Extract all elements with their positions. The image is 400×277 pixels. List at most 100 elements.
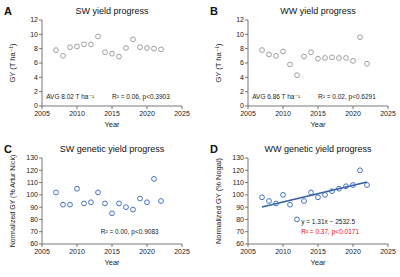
point <box>54 48 59 53</box>
x-tick <box>318 244 319 247</box>
y-tick <box>39 244 42 245</box>
y-tick <box>39 63 42 64</box>
point <box>323 192 328 197</box>
panel-label: A <box>4 5 12 17</box>
y-tick <box>245 34 248 35</box>
x-tick-label: 2010 <box>275 110 291 117</box>
y-tick <box>245 48 248 49</box>
y-tick <box>245 91 248 92</box>
panel-label: C <box>4 143 12 155</box>
point <box>75 44 80 49</box>
y-tick-label: 10 <box>30 31 38 38</box>
y-tick-label: 120 <box>232 167 244 174</box>
y-axis-label: Normalized GY (% Nogal) <box>214 157 223 244</box>
point <box>302 54 307 59</box>
y-tick-label: 90 <box>30 204 38 211</box>
y-tick <box>39 77 42 78</box>
point <box>117 201 122 206</box>
y-tick-label: 8 <box>240 45 244 52</box>
x-tick-label: 2020 <box>139 248 155 255</box>
annotation: R² = 0.02, p<0.6291 <box>318 93 376 101</box>
point <box>344 56 349 61</box>
y-tick-label: 60 <box>236 240 244 247</box>
point <box>131 207 136 212</box>
point <box>365 61 370 66</box>
point <box>337 186 342 191</box>
x-tick-label: 2010 <box>69 248 85 255</box>
point <box>295 73 300 78</box>
point <box>288 202 293 207</box>
x-tick-label: 2020 <box>345 110 361 117</box>
point <box>103 50 108 55</box>
y-tick-label: 12 <box>236 16 244 23</box>
y-tick-label: 130 <box>26 154 38 161</box>
annotation: R² = 0.37, p<0.0171 <box>301 228 359 236</box>
x-tick-label: 2020 <box>139 110 155 117</box>
point <box>75 186 80 191</box>
fit-line <box>262 182 367 207</box>
y-tick <box>245 231 248 232</box>
title: WW yield progress <box>280 6 356 16</box>
y-tick <box>39 34 42 35</box>
point <box>267 52 272 57</box>
panel: 20052010201520202025024681012WW yield pr… <box>210 5 396 129</box>
x-tick <box>77 244 78 247</box>
data-group <box>260 35 370 78</box>
annotation: AVG 6.86 T ha⁻¹ <box>252 93 301 100</box>
x-tick-label: 2025 <box>380 248 396 255</box>
point <box>365 183 370 188</box>
y-tick-label: 2 <box>34 88 38 95</box>
point <box>82 201 87 206</box>
point <box>110 51 115 56</box>
point <box>89 200 94 205</box>
title: WW genetic yield progress <box>264 144 372 154</box>
point <box>274 53 279 58</box>
x-tick-label: 2010 <box>69 110 85 117</box>
x-tick <box>42 244 43 247</box>
data-group <box>54 176 164 215</box>
x-tick-label: 2025 <box>380 110 396 117</box>
point <box>68 45 73 50</box>
y-tick-label: 0 <box>240 102 244 109</box>
point <box>152 176 157 181</box>
y-tick-label: 120 <box>26 167 38 174</box>
point <box>316 195 321 200</box>
x-tick <box>182 244 183 247</box>
point <box>330 55 335 60</box>
x-axis-label: Year <box>310 258 326 267</box>
y-tick <box>39 182 42 183</box>
x-tick <box>353 244 354 247</box>
x-tick <box>318 106 319 109</box>
point <box>295 217 300 222</box>
point <box>54 190 59 195</box>
y-tick <box>39 158 42 159</box>
point <box>138 45 143 50</box>
point <box>103 201 108 206</box>
annotation: R² = 0.00, p<0.9083 <box>101 228 159 236</box>
y-tick <box>39 170 42 171</box>
panel: 2005201020152020202560708090100110120130… <box>210 143 396 267</box>
point <box>68 202 73 207</box>
figure: 20052010201520202025024681012SW yield pr… <box>0 0 400 277</box>
x-axis-label: Year <box>310 120 326 129</box>
x-tick-label: 2010 <box>275 248 291 255</box>
y-tick <box>245 219 248 220</box>
y-tick-label: 4 <box>34 74 38 81</box>
y-tick <box>39 20 42 21</box>
x-tick <box>388 244 389 247</box>
x-tick <box>248 106 249 109</box>
x-tick-label: 2015 <box>104 110 120 117</box>
x-tick-label: 2005 <box>34 248 50 255</box>
x-tick-label: 2025 <box>174 110 190 117</box>
y-tick <box>245 182 248 183</box>
y-axis-label: GY (T ha⁻¹) <box>8 43 17 83</box>
data-group <box>54 34 164 59</box>
y-tick-label: 110 <box>27 179 38 186</box>
point <box>309 50 314 55</box>
x-tick-label: 2015 <box>310 110 326 117</box>
x-tick-label: 2025 <box>174 248 190 255</box>
point <box>358 35 363 40</box>
x-tick-label: 2005 <box>240 248 256 255</box>
title: SW genetic yield progress <box>60 144 165 154</box>
y-tick <box>245 170 248 171</box>
